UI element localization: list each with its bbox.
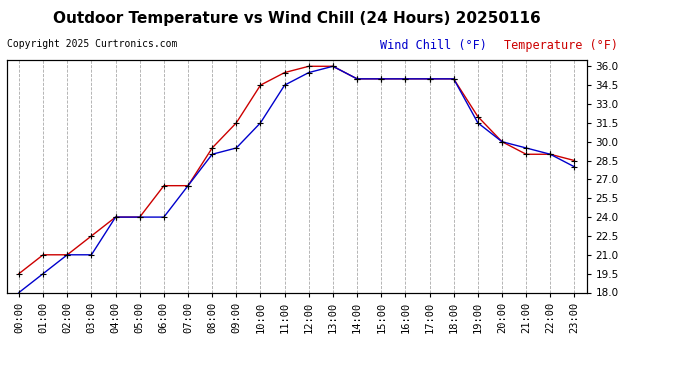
Text: Wind Chill (°F): Wind Chill (°F) xyxy=(380,39,486,53)
Text: Temperature (°F): Temperature (°F) xyxy=(504,39,618,53)
Text: Copyright 2025 Curtronics.com: Copyright 2025 Curtronics.com xyxy=(7,39,177,50)
Text: Outdoor Temperature vs Wind Chill (24 Hours) 20250116: Outdoor Temperature vs Wind Chill (24 Ho… xyxy=(53,11,540,26)
